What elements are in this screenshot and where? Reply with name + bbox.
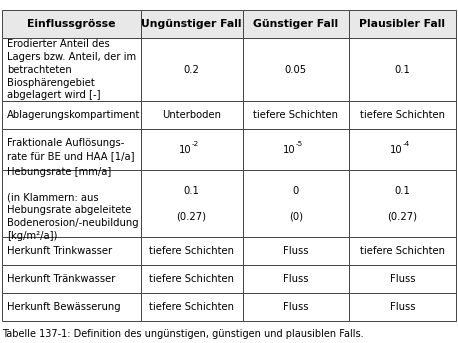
- Bar: [349, 10, 456, 38]
- Text: 10: 10: [390, 144, 403, 155]
- Bar: [141, 170, 243, 237]
- Text: Tabelle 137-1: Definition des ungünstigen, günstigen und plausiblen Falls.: Tabelle 137-1: Definition des ungünstige…: [2, 329, 364, 339]
- Text: Fluss: Fluss: [283, 302, 309, 312]
- Text: 0.05: 0.05: [285, 65, 307, 75]
- Text: tiefere Schichten: tiefere Schichten: [253, 110, 338, 120]
- Text: tiefere Schichten: tiefere Schichten: [360, 110, 445, 120]
- Bar: [141, 10, 243, 38]
- Text: tiefere Schichten: tiefere Schichten: [149, 274, 234, 284]
- Bar: [349, 237, 456, 265]
- Bar: [2, 170, 141, 237]
- Bar: [243, 38, 349, 102]
- Bar: [243, 265, 349, 293]
- Text: Erodierter Anteil des
Lagers bzw. Anteil, der im
betrachteten
Biosphärengebiet
a: Erodierter Anteil des Lagers bzw. Anteil…: [7, 39, 136, 100]
- Text: Fluss: Fluss: [390, 274, 415, 284]
- Bar: [2, 293, 141, 321]
- Bar: [141, 265, 243, 293]
- Text: Fluss: Fluss: [283, 246, 309, 256]
- Text: 0.1

(0.27): 0.1 (0.27): [177, 186, 207, 222]
- Text: 0

(0): 0 (0): [289, 186, 303, 222]
- Text: Herkunft Bewässerung: Herkunft Bewässerung: [7, 302, 120, 312]
- Bar: [141, 293, 243, 321]
- Bar: [349, 102, 456, 129]
- Bar: [141, 38, 243, 102]
- Bar: [349, 129, 456, 170]
- Text: Fluss: Fluss: [390, 302, 415, 312]
- Text: Fluss: Fluss: [283, 274, 309, 284]
- Text: tiefere Schichten: tiefere Schichten: [360, 246, 445, 256]
- Text: 10: 10: [283, 144, 296, 155]
- Text: tiefere Schichten: tiefere Schichten: [149, 246, 234, 256]
- Text: -5: -5: [296, 141, 303, 147]
- Text: Ungünstiger Fall: Ungünstiger Fall: [142, 19, 242, 29]
- Bar: [2, 10, 141, 38]
- Bar: [141, 129, 243, 170]
- Bar: [243, 293, 349, 321]
- Text: 10: 10: [179, 144, 191, 155]
- Bar: [243, 170, 349, 237]
- Bar: [2, 265, 141, 293]
- Text: Plausibler Fall: Plausibler Fall: [360, 19, 446, 29]
- Text: Günstiger Fall: Günstiger Fall: [253, 19, 338, 29]
- Text: Einflussgrösse: Einflussgrösse: [27, 19, 116, 29]
- Text: Ablagerungskompartiment: Ablagerungskompartiment: [7, 110, 140, 120]
- Text: Fraktionale Auflösungs-
rate für BE und HAA [1/a]: Fraktionale Auflösungs- rate für BE und …: [7, 138, 134, 161]
- Bar: [2, 237, 141, 265]
- Bar: [349, 265, 456, 293]
- Bar: [141, 102, 243, 129]
- Text: Herkunft Tränkwasser: Herkunft Tränkwasser: [7, 274, 115, 284]
- Text: 0.1

(0.27): 0.1 (0.27): [387, 186, 417, 222]
- Text: Herkunft Trinkwasser: Herkunft Trinkwasser: [7, 246, 112, 256]
- Bar: [349, 38, 456, 102]
- Bar: [141, 237, 243, 265]
- Text: -4: -4: [403, 141, 410, 147]
- Bar: [243, 10, 349, 38]
- Bar: [349, 170, 456, 237]
- Bar: [2, 38, 141, 102]
- Text: 0.1: 0.1: [394, 65, 410, 75]
- Bar: [243, 129, 349, 170]
- Text: tiefere Schichten: tiefere Schichten: [149, 302, 234, 312]
- Bar: [243, 237, 349, 265]
- Bar: [2, 129, 141, 170]
- Text: Hebungsrate [mm/a]

(in Klammern: aus
Hebungsrate abgeleitete
Bodenerosion/-neub: Hebungsrate [mm/a] (in Klammern: aus Heb…: [7, 167, 138, 241]
- Text: Unterboden: Unterboden: [162, 110, 221, 120]
- Text: -2: -2: [191, 141, 199, 147]
- Bar: [349, 293, 456, 321]
- Bar: [243, 102, 349, 129]
- Text: 0.2: 0.2: [184, 65, 200, 75]
- Bar: [2, 102, 141, 129]
